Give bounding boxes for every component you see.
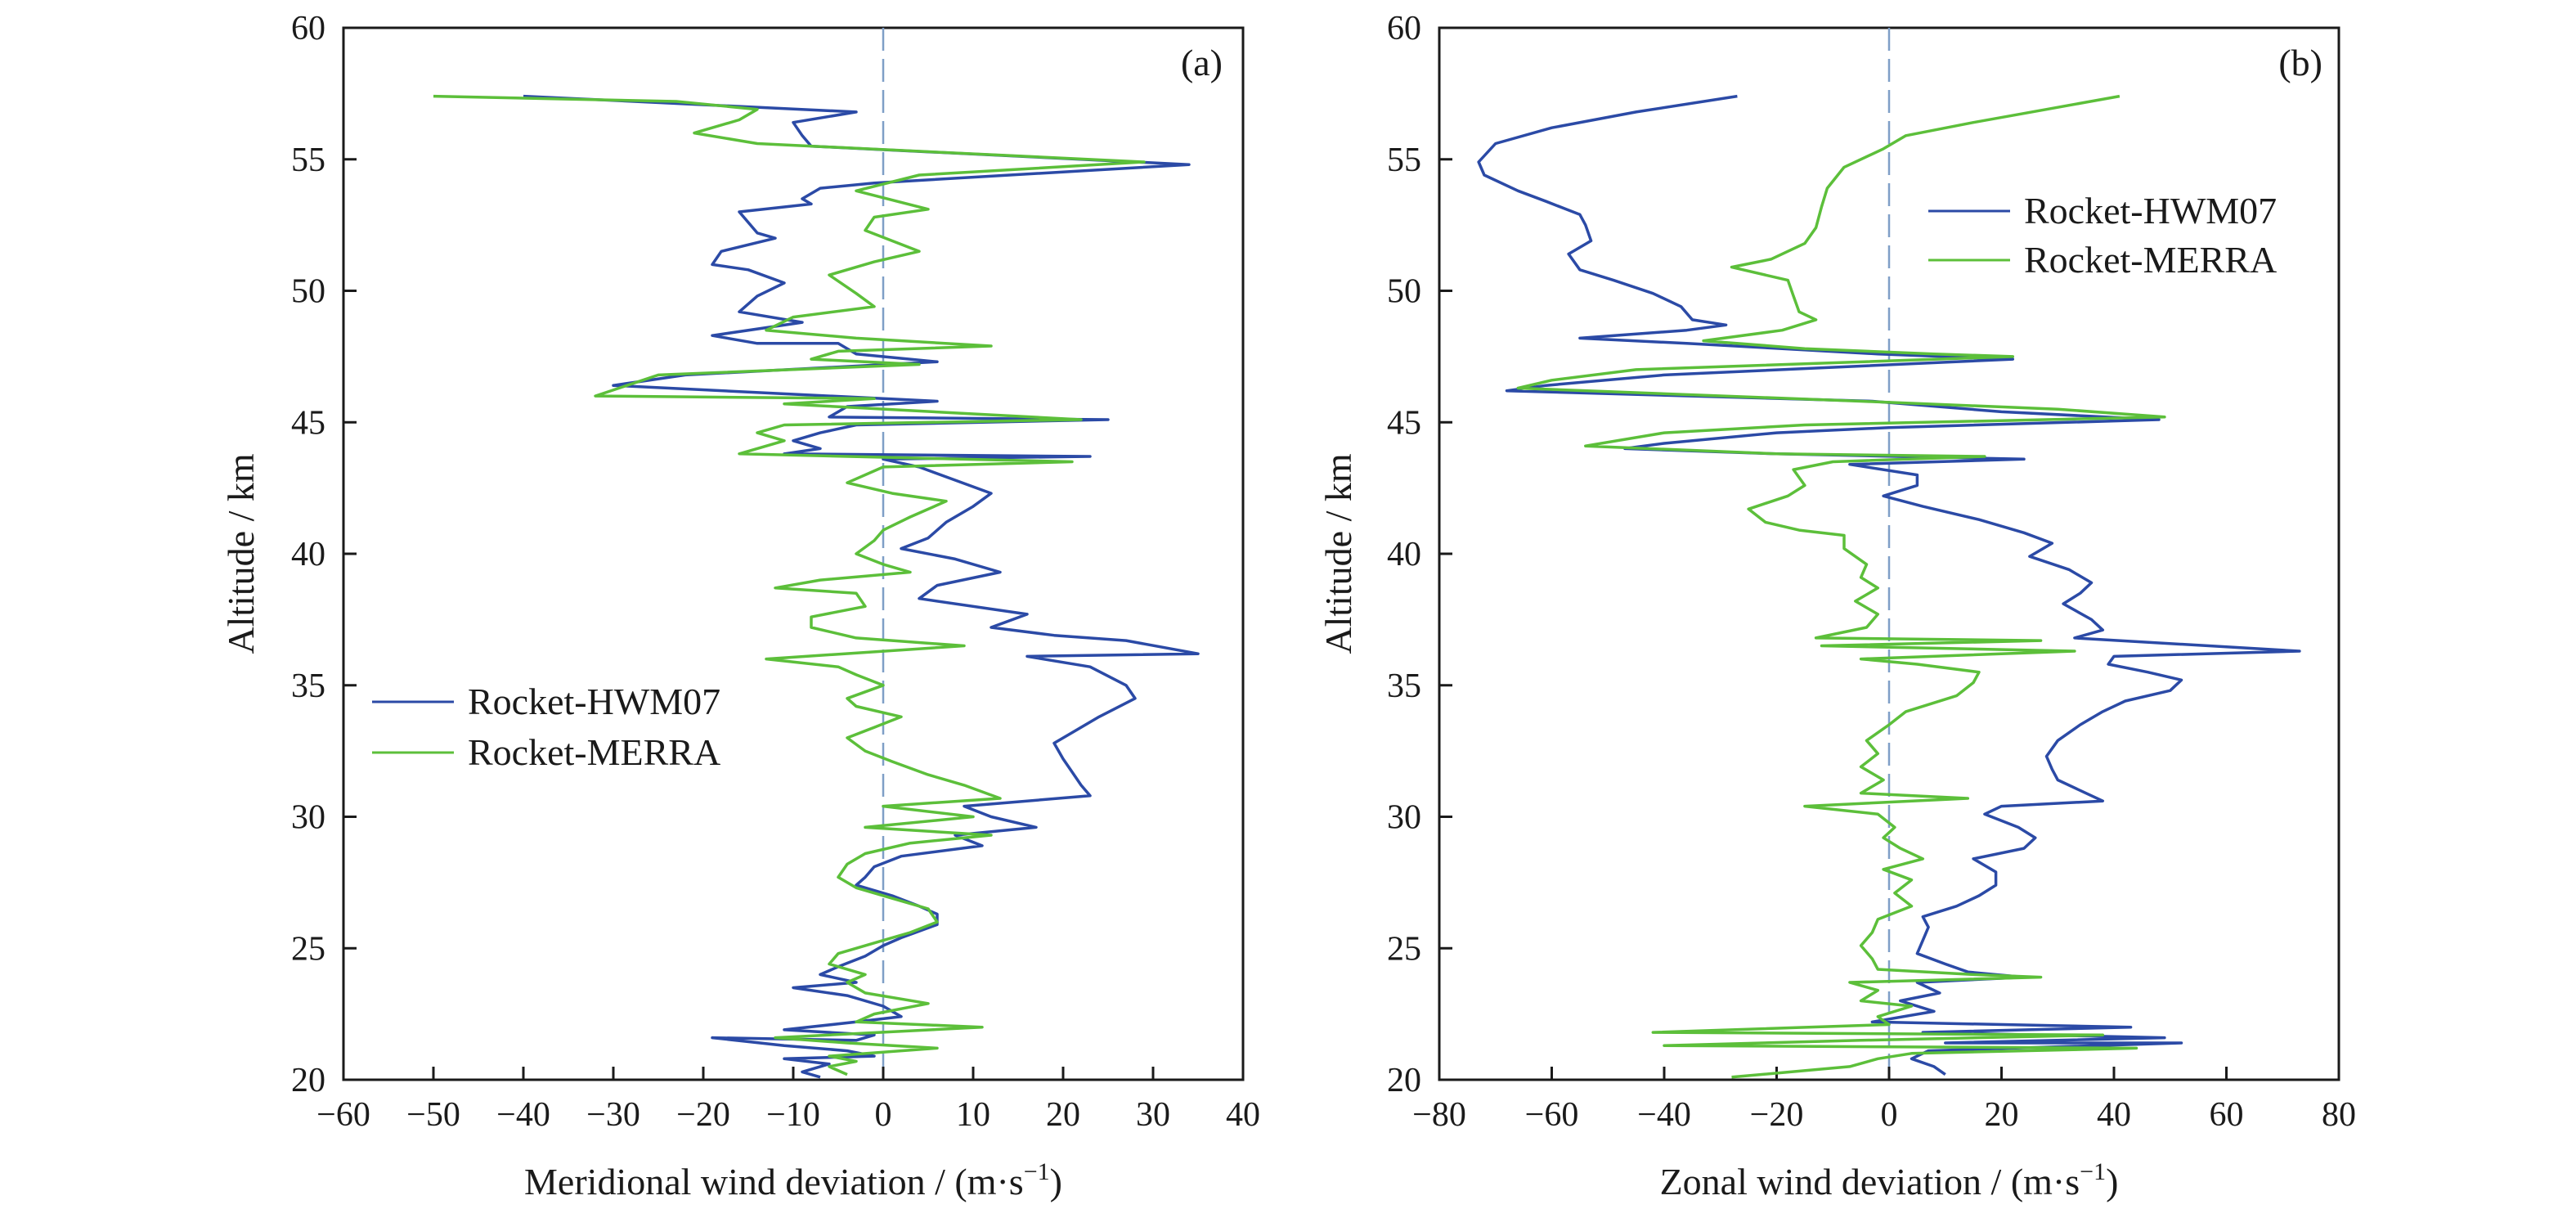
panel-b-y-ticks: 20 25 30 35 40 45 50 55 60 [1387,10,1452,1099]
panel-a-x-tick-label: 10 [956,1096,990,1134]
panel-b: −80 −60 −40 −20 0 20 40 60 80 20 25 30 35 40 45 50 55 60… [1317,10,2356,1202]
panel-b-xlabel: Zonal wind deviation / (m·s−1) [1660,1158,2119,1202]
panel-a-xlabel: Meridional wind deviation / (m·s−1) [524,1158,1062,1202]
panel-b-x-tick-label: −60 [1525,1096,1579,1134]
panel-a-x-tick-label: 20 [1046,1096,1080,1134]
panel-b-x-tick-label: 60 [2210,1096,2244,1134]
panel-b-y-tick-label: 60 [1387,10,1421,47]
panel-a-y-ticks: 20 25 30 35 40 45 50 55 60 [291,10,357,1099]
panel-b-x-tick-label: 80 [2322,1096,2356,1134]
panel-b-y-tick-label: 30 [1387,799,1421,837]
panel-a-x-tick-label: −10 [766,1096,820,1134]
panel-a-series-hwm07-line [523,94,1200,1079]
panel-a-ylabel: Altitude / km [220,453,262,654]
panel-a-y-tick-label: 55 [291,142,325,179]
panel-b-y-tick-label: 50 [1387,273,1421,311]
panel-a-label: (a) [1181,42,1223,83]
panel-b-x-tick-label: −40 [1637,1096,1691,1134]
panel-a-x-tick-label: −20 [676,1096,730,1134]
panel-a-legend-label-merra: Rocket-MERRA [468,731,720,773]
panel-a-y-tick-label: 30 [291,799,325,837]
panel-a-series-merra-line [433,94,1146,1076]
panel-b-legend-label-merra: Rocket-MERRA [2024,239,2277,281]
panel-b-x-tick-label: −80 [1412,1096,1466,1134]
panel-b-series-merra-line [1516,94,2166,1079]
panel-a-x-tick-label: 40 [1226,1096,1260,1134]
panel-a-x-tick-label: 30 [1136,1096,1170,1134]
panel-a-y-tick-label: 50 [291,273,325,311]
panel-b-series [1477,94,2301,1079]
panel-b-x-tick-label: −20 [1750,1096,1804,1134]
panel-a-x-tick-label: −60 [316,1096,370,1134]
panel-b-x-tick-label: 40 [2097,1096,2131,1134]
panel-b-y-tick-label: 40 [1387,536,1421,573]
panel-a-frame [342,26,1245,1081]
panel-a-y-tick-label: 35 [291,667,325,705]
panel-a-series [433,94,1200,1079]
panel-a-y-tick-label: 20 [291,1062,325,1099]
panel-b-legend: Rocket-HWM07 Rocket-MERRA [1928,190,2277,281]
panel-a-x-tick-label: −30 [586,1096,640,1134]
panel-a-x-tick-label: 0 [875,1096,892,1134]
panel-a-y-tick-label: 45 [291,404,325,442]
panel-a-y-tick-label: 40 [291,536,325,573]
panel-b-y-tick-label: 25 [1387,930,1421,968]
panel-a-legend: Rocket-HWM07 Rocket-MERRA [372,681,720,773]
panel-a-legend-label-hwm07: Rocket-HWM07 [468,681,720,722]
panel-b-label: (b) [2278,42,2322,83]
panel-a: −60 −50 −40 −30 −20 −10 0 10 20 30 40 20 25 30 35 40 45… [220,10,1260,1202]
panel-b-x-tick-label: 20 [1985,1096,2019,1134]
panel-a-x-ticks: −60 −50 −40 −30 −20 −10 0 10 20 30 40 [316,1067,1260,1134]
panel-b-x-tick-label: 0 [1881,1096,1898,1134]
panel-b-legend-label-hwm07: Rocket-HWM07 [2024,190,2277,231]
panel-b-series-hwm07-line [1477,94,2301,1076]
panel-b-x-ticks: −80 −60 −40 −20 0 20 40 60 80 [1412,1067,2356,1134]
panel-b-ylabel: Altitude / km [1317,453,1359,654]
panel-a-y-tick-label: 60 [291,10,325,47]
panel-b-y-tick-label: 55 [1387,142,1421,179]
panel-b-y-tick-label: 35 [1387,667,1421,705]
panel-b-y-tick-label: 45 [1387,404,1421,442]
panel-a-y-tick-label: 25 [291,930,325,968]
panel-b-y-tick-label: 20 [1387,1062,1421,1099]
panel-a-x-tick-label: −50 [406,1096,460,1134]
panel-a-x-tick-label: −40 [496,1096,550,1134]
